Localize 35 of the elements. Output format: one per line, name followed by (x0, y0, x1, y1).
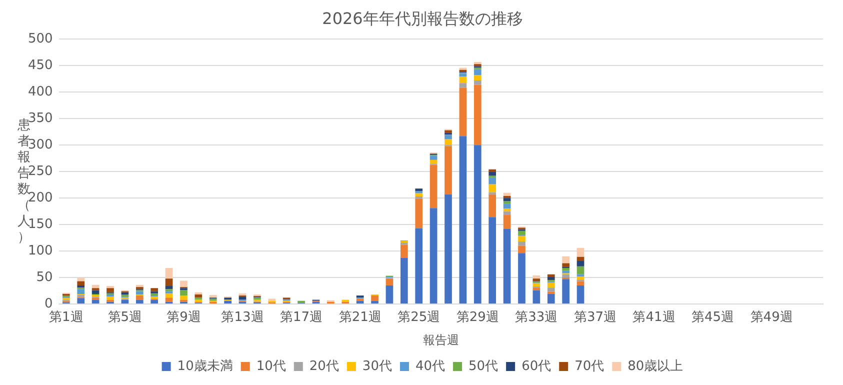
x-tick-label: 第29週 (456, 310, 499, 326)
legend-label: 10歳未満 (177, 358, 233, 374)
y-tick-label: 350 (28, 111, 53, 126)
legend-label: 20代 (309, 358, 339, 374)
y-tick-label: 400 (28, 84, 53, 100)
legend-label: 10代 (256, 358, 286, 374)
y-tick-label: 50 (36, 270, 53, 285)
legend-label: 60代 (522, 358, 552, 374)
legend-label: 80歳以上 (628, 358, 684, 374)
y-tick-label: 450 (28, 58, 53, 74)
x-tick-label: 第41週 (632, 310, 676, 326)
x-tick-label: 第37週 (574, 310, 616, 326)
y-tick-label: 500 (28, 32, 53, 47)
x-tick-label: 第21週 (338, 310, 382, 326)
x-tick-label: 第25週 (398, 310, 440, 326)
x-axis-title: 報告週 (422, 332, 459, 347)
legend-label: 30代 (362, 358, 392, 374)
x-tick-label: 第33週 (515, 310, 558, 326)
legend-label: 40代 (415, 358, 446, 374)
x-tick-label: 第49週 (750, 310, 793, 326)
x-tick-label: 第13週 (221, 310, 264, 326)
x-tick-label: 第45週 (692, 310, 734, 326)
y-tick-label: 200 (28, 190, 53, 206)
y-tick-label: 0 (44, 296, 53, 312)
x-tick-label: 第5週 (108, 310, 142, 326)
y-tick-label: 250 (28, 164, 53, 179)
x-tick-label: 第1週 (49, 310, 84, 326)
legend-label: 50代 (468, 358, 498, 374)
y-tick-label: 300 (28, 137, 53, 152)
y-tick-label: 100 (28, 243, 53, 258)
x-tick-label: 第17週 (280, 310, 323, 326)
y-axis-title: 患者報告数（人） (16, 118, 30, 245)
x-tick-label: 第9週 (166, 310, 201, 326)
chart-title: 2026年年代別報告数の推移 (322, 8, 523, 28)
legend-label: 70代 (574, 358, 604, 374)
